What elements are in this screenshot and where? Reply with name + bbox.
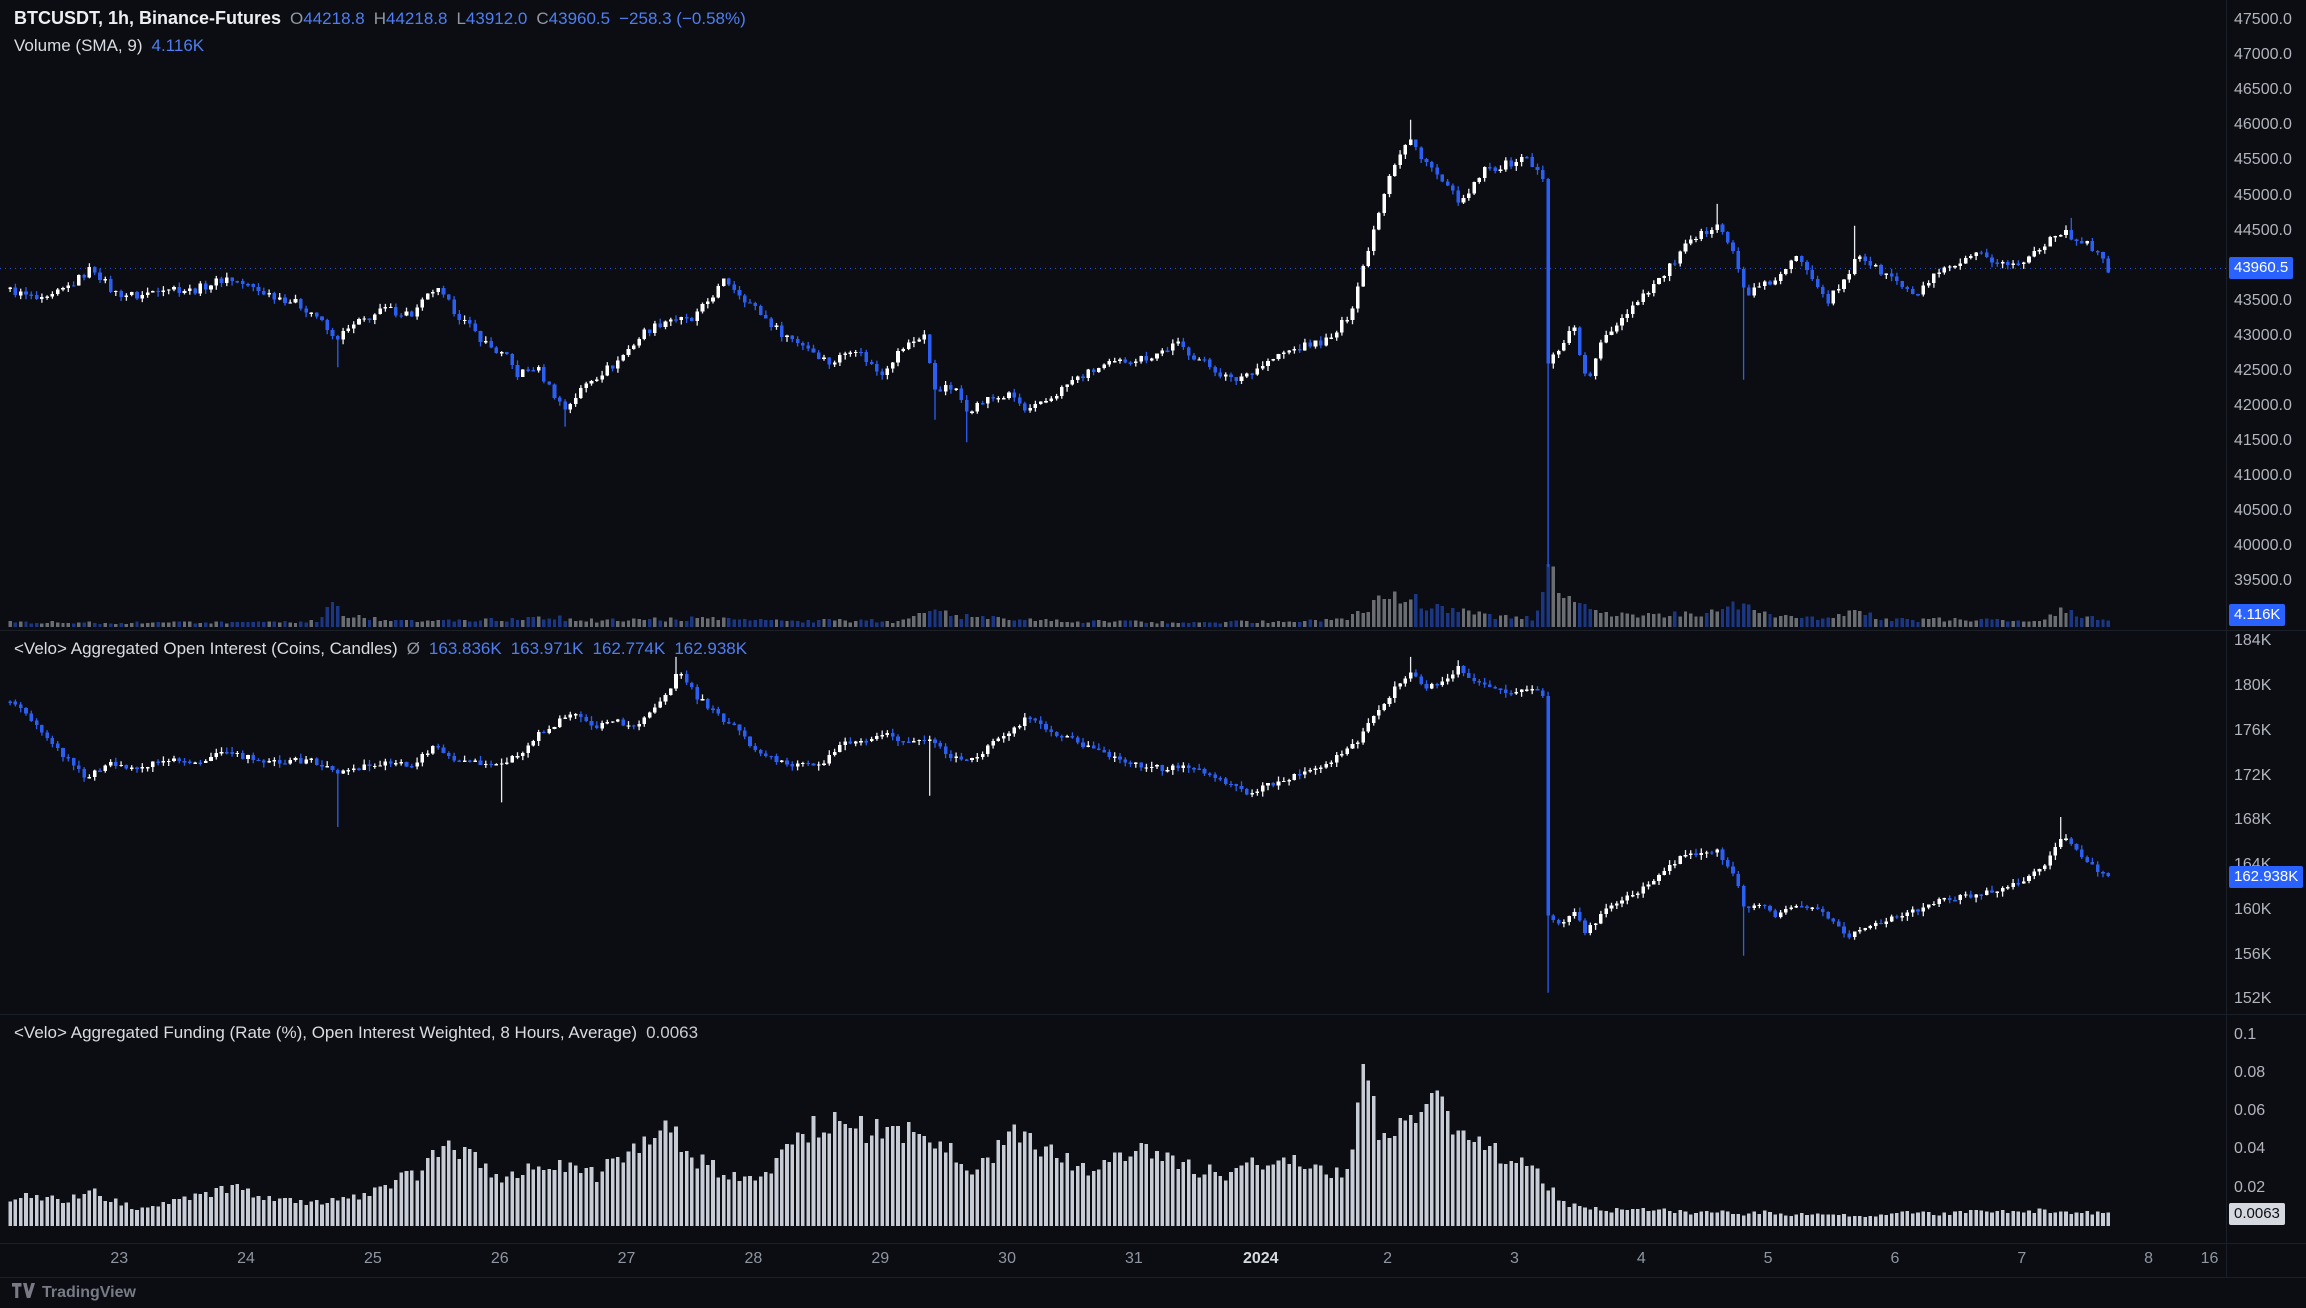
time-axis-label: 26 <box>490 1250 509 1267</box>
time-axis-label: 2024 <box>1242 1250 1279 1267</box>
close-value: 43960.5 <box>548 9 611 28</box>
price-scale[interactable]: 47500.0 47000.0 46500.0 46000.0 45500.0 45000… <box>2226 0 2306 1243</box>
time-axis-label: 6 <box>1890 1250 1900 1267</box>
y-axis-label: 152K <box>2234 990 2272 1008</box>
y-axis-label: 42000.0 <box>2234 396 2292 414</box>
symbol-title[interactable]: BTCUSDT, 1h, Binance-Futures <box>14 8 282 28</box>
time-scale[interactable]: 23 24 25 26 27 28 29 30 31 2024 2 3 4 5 6 7 8 16 <box>0 1243 2306 1277</box>
y-axis-label: 0.04 <box>2234 1140 2266 1158</box>
y-axis-label: 0.06 <box>2234 1102 2266 1120</box>
y-axis-label: 168K <box>2234 811 2272 829</box>
time-axis-label: 29 <box>871 1250 890 1267</box>
time-axis-label: 30 <box>998 1250 1016 1267</box>
tradingview-wordmark[interactable]: TradingView <box>42 1284 136 1301</box>
y-axis-label: 46500.0 <box>2234 81 2292 99</box>
y-axis-label: 40000.0 <box>2234 536 2292 554</box>
time-axis-label: 25 <box>363 1250 382 1267</box>
funding-legend[interactable]: <Velo> Aggregated Funding (Rate (%), Ope… <box>14 1023 698 1043</box>
time-axis-label: 4 <box>1636 1250 1646 1267</box>
funding-title[interactable]: <Velo> Aggregated Funding (Rate (%), Ope… <box>14 1023 638 1042</box>
time-axis-separator <box>0 1243 2306 1244</box>
y-axis-label: 45500.0 <box>2234 151 2292 169</box>
last-price-badge: 43960.5 <box>2229 257 2294 280</box>
symbol-legend[interactable]: BTCUSDT, 1h, Binance-Futures O44218.8 H442… <box>14 8 746 29</box>
time-axis-label: 31 <box>1125 1250 1143 1267</box>
oi-wicks-up <box>88 656 2067 940</box>
price-candles-down <box>13 139 2111 412</box>
price-candles-up <box>8 139 2089 413</box>
volume-bars-up <box>8 566 2089 627</box>
volume-title[interactable]: Volume (SMA, 9) <box>14 36 143 55</box>
y-axis-label: 0.08 <box>2234 1063 2266 1081</box>
price-axis-separator <box>2226 0 2227 1277</box>
time-axis-label: 27 <box>617 1250 636 1267</box>
time-axis-label: 23 <box>110 1250 129 1267</box>
y-axis-label: 43500.0 <box>2234 291 2292 309</box>
time-axis-label: 16 <box>2200 1250 2219 1267</box>
open-interest-title[interactable]: <Velo> Aggregated Open Interest (Coins, … <box>14 639 398 658</box>
y-axis-label: 44500.0 <box>2234 221 2292 239</box>
y-axis-label: 43000.0 <box>2234 326 2292 344</box>
oi-low-value: 162.774K <box>592 639 666 658</box>
y-axis-label: 45000.0 <box>2234 186 2292 204</box>
y-axis-label: 180K <box>2234 676 2272 694</box>
low-label: L <box>456 9 466 28</box>
time-axis-label: 28 <box>744 1250 763 1267</box>
time-axis-label: 8 <box>2144 1250 2154 1267</box>
oi-high-value: 163.971K <box>510 639 584 658</box>
price-wicks-down <box>14 139 2109 567</box>
y-axis-label: 47000.0 <box>2234 46 2292 64</box>
oi-candles-up <box>87 666 2068 938</box>
high-value: 44218.8 <box>386 9 448 28</box>
tradingview-logo-icon[interactable] <box>12 1283 35 1303</box>
open-value: 44218.8 <box>303 9 365 28</box>
pane-separator-1[interactable] <box>0 630 2306 631</box>
funding-value: 0.0063 <box>646 1023 699 1042</box>
y-axis-label: 40500.0 <box>2234 501 2292 519</box>
time-axis-label: 2 <box>1383 1250 1393 1267</box>
volume-badge: 4.116K <box>2229 604 2286 626</box>
y-axis-label: 0.1 <box>2234 1025 2257 1043</box>
pane-separator-2[interactable] <box>0 1014 2306 1015</box>
y-axis-label: 41500.0 <box>2234 431 2292 449</box>
y-axis-label: 47500.0 <box>2234 11 2292 29</box>
oi-open-value: 163.836K <box>428 639 502 658</box>
low-value: 43912.0 <box>465 9 528 28</box>
average-symbol: Ø <box>406 639 420 658</box>
funding-badge: 0.0063 <box>2229 1202 2285 1225</box>
close-label: C <box>536 9 549 28</box>
funding-bars <box>8 1063 2111 1226</box>
time-axis-label: 3 <box>1509 1250 1519 1267</box>
open-interest-legend[interactable]: <Velo> Aggregated Open Interest (Coins, … <box>14 639 747 659</box>
y-axis-label: 184K <box>2234 632 2272 650</box>
time-axis-label: 7 <box>2017 1250 2027 1267</box>
open-label: O <box>290 9 304 28</box>
bottom-toolbar: TradingView <box>0 1277 2306 1308</box>
open-interest-badge: 162.938K <box>2229 865 2304 888</box>
y-axis-label: 160K <box>2234 900 2272 918</box>
y-axis-label: 0.02 <box>2234 1178 2266 1196</box>
y-axis-label: 172K <box>2234 766 2272 784</box>
change-value: −258.3 (−0.58%) <box>619 9 746 28</box>
time-axis-label: 5 <box>1763 1250 1773 1267</box>
volume-value: 4.116K <box>151 36 205 55</box>
time-axis-label: 24 <box>237 1250 255 1267</box>
chart-canvas[interactable] <box>0 0 2226 1243</box>
y-axis-label: 42500.0 <box>2234 361 2292 379</box>
price-wicks-up <box>9 119 2088 415</box>
y-axis-label: 156K <box>2234 945 2272 963</box>
volume-legend[interactable]: Volume (SMA, 9) 4.116K <box>14 36 204 56</box>
oi-candles-down <box>8 666 2111 938</box>
high-label: H <box>373 9 386 28</box>
y-axis-label: 176K <box>2234 721 2272 739</box>
y-axis-label: 39500.0 <box>2234 571 2292 589</box>
oi-wicks-down <box>9 665 2109 993</box>
oi-close-value: 162.938K <box>674 639 748 658</box>
volume-bars-down <box>13 564 2111 627</box>
y-axis-label: 41000.0 <box>2234 466 2292 484</box>
y-axis-label: 46000.0 <box>2234 116 2292 134</box>
